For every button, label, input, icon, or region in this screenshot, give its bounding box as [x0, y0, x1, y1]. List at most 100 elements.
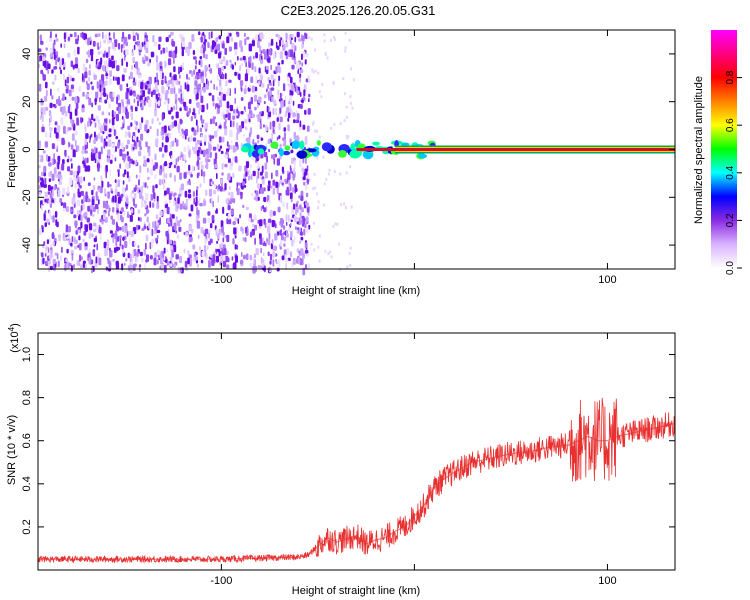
y-tick-label: 40 — [21, 48, 33, 60]
noise-speck — [52, 189, 54, 197]
noise-speck — [155, 55, 159, 63]
noise-speck — [63, 32, 66, 40]
noise-speck — [248, 175, 251, 180]
noise-speck — [293, 119, 296, 124]
noise-speck — [324, 51, 327, 55]
noise-speck — [242, 204, 245, 209]
noise-speck — [108, 139, 112, 147]
noise-speck — [289, 183, 292, 192]
noise-speck — [101, 180, 104, 188]
noise-speck — [140, 81, 144, 88]
noise-speck — [95, 195, 99, 201]
noise-speck — [138, 179, 140, 186]
ridge-blob — [350, 143, 356, 150]
noise-speck — [121, 74, 125, 82]
noise-speck — [149, 242, 152, 250]
noise-speck — [269, 260, 272, 265]
noise-speck — [179, 131, 183, 137]
noise-speck — [295, 203, 298, 207]
noise-speck — [91, 189, 94, 196]
noise-speck — [115, 113, 119, 122]
noise-speck — [255, 34, 259, 41]
noise-speck — [317, 245, 320, 249]
colorbar-tick-label: 0.8 — [725, 70, 736, 84]
noise-speck — [199, 127, 203, 133]
noise-speck — [59, 198, 63, 203]
noise-speck — [121, 225, 125, 232]
noise-speck — [216, 127, 219, 132]
noise-speck — [320, 95, 323, 99]
noise-speck — [124, 240, 128, 249]
noise-speck — [124, 262, 126, 266]
noise-speck — [138, 151, 142, 157]
noise-speck — [168, 110, 172, 115]
noise-speck — [249, 254, 252, 261]
noise-speck — [48, 121, 51, 127]
noise-speck — [204, 238, 207, 245]
noise-speck — [185, 198, 189, 206]
noise-speck — [101, 74, 105, 82]
noise-speck — [200, 95, 204, 104]
noise-speck — [266, 105, 269, 113]
noise-speck — [134, 203, 138, 208]
noise-speck — [251, 62, 254, 70]
noise-speck — [131, 65, 134, 71]
noise-speck — [285, 214, 288, 222]
noise-speck — [70, 105, 72, 112]
noise-speck — [147, 128, 150, 133]
noise-speck — [113, 111, 117, 118]
noise-speck — [238, 125, 242, 133]
noise-speck — [267, 238, 271, 246]
noise-speck — [266, 195, 270, 203]
noise-speck — [100, 146, 103, 155]
noise-speck — [70, 84, 74, 90]
noise-speck — [147, 167, 149, 173]
noise-speck — [183, 172, 187, 179]
noise-speck — [269, 49, 272, 57]
noise-speck — [181, 41, 186, 48]
noise-speck — [234, 217, 238, 222]
noise-speck — [287, 257, 291, 262]
noise-speck — [159, 70, 163, 79]
noise-speck — [103, 87, 106, 95]
noise-speck — [155, 82, 158, 89]
noise-speck — [134, 241, 137, 246]
noise-speck — [118, 106, 122, 115]
noise-speck — [39, 58, 41, 62]
noise-speck — [160, 250, 165, 259]
noise-speck — [152, 185, 155, 194]
noise-speck — [156, 249, 160, 256]
noise-speck — [67, 226, 71, 233]
noise-speck — [230, 209, 234, 216]
noise-speck — [77, 209, 79, 217]
noise-speck — [98, 187, 101, 193]
noise-speck — [130, 109, 132, 117]
noise-speck — [219, 145, 222, 149]
noise-speck — [92, 228, 97, 232]
noise-speck — [248, 168, 251, 176]
noise-speck — [264, 187, 266, 192]
noise-speck — [139, 165, 142, 174]
noise-speck — [263, 196, 267, 203]
noise-speck — [92, 40, 96, 47]
noise-speck — [222, 237, 225, 243]
noise-speck — [65, 88, 69, 94]
noise-speck — [278, 34, 281, 41]
noise-speck — [76, 145, 80, 152]
noise-speck — [112, 237, 115, 244]
noise-speck — [212, 181, 215, 185]
noise-speck — [70, 158, 73, 162]
noise-speck — [42, 56, 46, 62]
noise-speck — [144, 85, 148, 90]
noise-speck — [110, 190, 114, 194]
noise-speck — [59, 180, 62, 186]
noise-speck — [64, 39, 66, 43]
noise-speck — [323, 182, 326, 186]
noise-speck — [200, 46, 204, 54]
noise-speck — [171, 140, 175, 147]
noise-speck — [327, 172, 330, 176]
noise-speck — [221, 73, 225, 80]
noise-speck — [256, 134, 260, 140]
noise-speck — [114, 188, 118, 196]
noise-speck — [273, 131, 276, 135]
